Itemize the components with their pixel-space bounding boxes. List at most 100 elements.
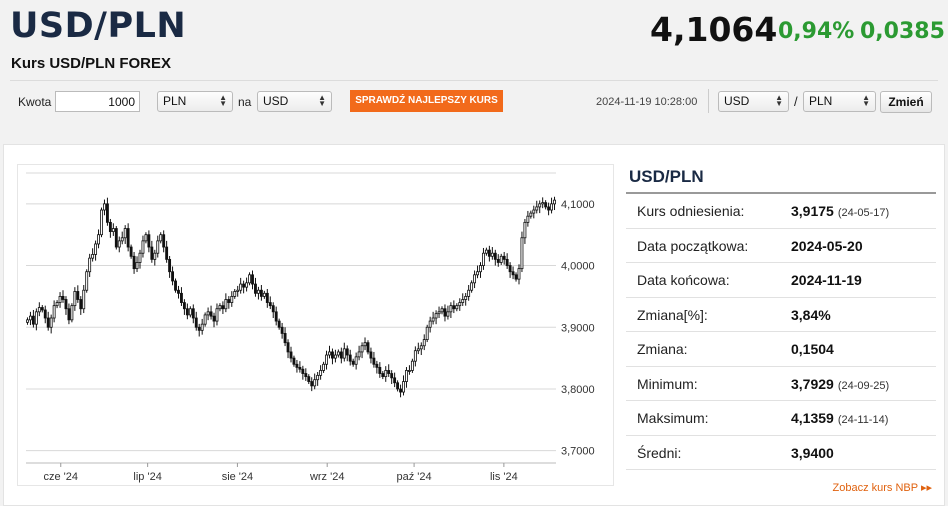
- candle-body: [396, 382, 400, 390]
- x-tick-label: wrz '24: [309, 471, 345, 483]
- current-price: 4,1064: [650, 10, 778, 49]
- candle-body: [520, 237, 524, 270]
- candle-body: [197, 326, 201, 331]
- candle-body: [67, 308, 71, 321]
- candle-body: [482, 252, 485, 266]
- candle-body: [82, 289, 86, 310]
- candle-body: [26, 319, 29, 323]
- candle-body: [191, 308, 195, 319]
- candle-body: [304, 373, 308, 378]
- stat-row: Kurs odniesienia: 3,9175 (24-05-17): [626, 194, 936, 229]
- stat-date: (24-11-14): [837, 414, 889, 426]
- candle-body: [484, 249, 488, 254]
- candle-body: [333, 354, 337, 359]
- select-arrows-icon: ▲ ▼: [318, 93, 326, 108]
- candle-body: [129, 246, 133, 257]
- candle-body: [105, 203, 109, 223]
- candle-body: [366, 342, 370, 353]
- select-arrows-icon: ▲ ▼: [775, 93, 783, 108]
- candle-body: [553, 199, 556, 205]
- candle-body: [100, 209, 103, 236]
- candle-body: [508, 265, 512, 273]
- best-rate-button[interactable]: SPRAWDŹ NAJLEPSZY KURS: [350, 90, 503, 112]
- pair-title: USD/PLN: [10, 6, 187, 46]
- candle-body: [88, 257, 92, 273]
- stat-label: Maksimum:: [637, 410, 709, 426]
- candle-body: [97, 234, 100, 245]
- from-currency-select[interactable]: PLN ▲ ▼: [157, 91, 233, 112]
- stat-value: 3,9175 (24-05-17): [791, 203, 889, 219]
- candle-body: [390, 373, 394, 379]
- candle-body: [37, 307, 41, 313]
- currency-calculator: Kwota PLN ▲▼ na USD ▲▼ SPRAWDŹ NAJLEPSZY…: [0, 88, 948, 114]
- candle-body: [310, 381, 314, 387]
- quote-currency-select[interactable]: PLN ▲ ▼: [803, 91, 876, 112]
- y-tick-label: 3,8000: [561, 384, 595, 396]
- candle-body: [532, 209, 536, 214]
- candle-body: [64, 299, 68, 310]
- candle-body: [40, 307, 44, 311]
- candle-body: [487, 249, 491, 257]
- candle-body: [168, 258, 172, 273]
- candle-body: [402, 381, 405, 393]
- candle-body: [375, 363, 379, 368]
- candle-body: [233, 291, 237, 297]
- candle-body: [405, 370, 408, 382]
- stat-value: 2024-05-20: [791, 238, 863, 254]
- stat-value: 4,1359 (24-11-14): [791, 410, 888, 426]
- stats-title: USD/PLN: [626, 163, 936, 194]
- candle-body: [387, 370, 391, 374]
- candle-body: [511, 271, 515, 276]
- candle-body: [443, 308, 447, 317]
- candle-body: [289, 351, 293, 359]
- to-currency-select[interactable]: USD ▲ ▼: [257, 91, 332, 112]
- candle-body: [147, 234, 151, 248]
- select-arrows-icon: ▲ ▼: [862, 93, 870, 108]
- candle-body: [467, 289, 471, 297]
- candle-body: [461, 299, 465, 303]
- change-absolute: 0,0385: [860, 19, 945, 44]
- candle-body: [476, 271, 479, 276]
- candle-body: [535, 206, 539, 211]
- candle-body: [230, 296, 234, 303]
- candle-body: [280, 326, 284, 334]
- stat-value-text: 3,7929: [791, 375, 834, 392]
- y-tick-label: 3,9000: [561, 322, 595, 334]
- candle-body: [144, 234, 148, 242]
- candle-body: [141, 240, 145, 254]
- candle-body: [458, 302, 462, 307]
- candle-body: [479, 265, 482, 273]
- base-currency-value: USD: [724, 94, 750, 108]
- nbp-rate-link[interactable]: Zobacz kurs NBP ▸▸: [832, 482, 932, 494]
- x-tick-label: paź '24: [397, 471, 432, 483]
- candle-body: [165, 246, 169, 260]
- candle-body: [437, 311, 441, 315]
- candle-body: [425, 326, 429, 340]
- candle-body: [29, 315, 32, 321]
- candle-body: [265, 292, 269, 303]
- change-pair-button[interactable]: Zmień: [880, 91, 932, 113]
- candle-body: [399, 388, 402, 393]
- candle-body: [259, 289, 263, 297]
- candle-body: [473, 274, 477, 284]
- price-chart[interactable]: 3,7000 3,8000 3,9000 4,0000 4,1000 cze '24 lip…: [17, 164, 614, 486]
- candle-body: [493, 252, 497, 260]
- stat-date: (24-05-17): [837, 207, 890, 219]
- candle-body: [517, 268, 521, 280]
- stat-value: 2024-11-19: [791, 272, 862, 288]
- candle-body: [73, 291, 77, 307]
- chart-panel: 3,7000 3,8000 3,9000 4,0000 4,1000 cze '24 lip…: [3, 144, 945, 506]
- candle-body: [274, 311, 278, 322]
- base-currency-select[interactable]: USD ▲ ▼: [718, 91, 789, 112]
- change-percent: 0,94%: [778, 19, 855, 44]
- candle-body: [203, 314, 207, 325]
- stat-label: Data końcowa:: [637, 272, 730, 288]
- candle-body: [357, 351, 361, 358]
- candle-body: [239, 283, 243, 291]
- candle-body: [295, 363, 299, 368]
- candle-body: [331, 351, 334, 359]
- candle-body: [490, 252, 494, 257]
- amount-input[interactable]: [55, 91, 140, 112]
- candle-body: [245, 282, 249, 288]
- price-chart-svg: 3,7000 3,8000 3,9000 4,0000 4,1000 cze '24 lip…: [26, 172, 595, 483]
